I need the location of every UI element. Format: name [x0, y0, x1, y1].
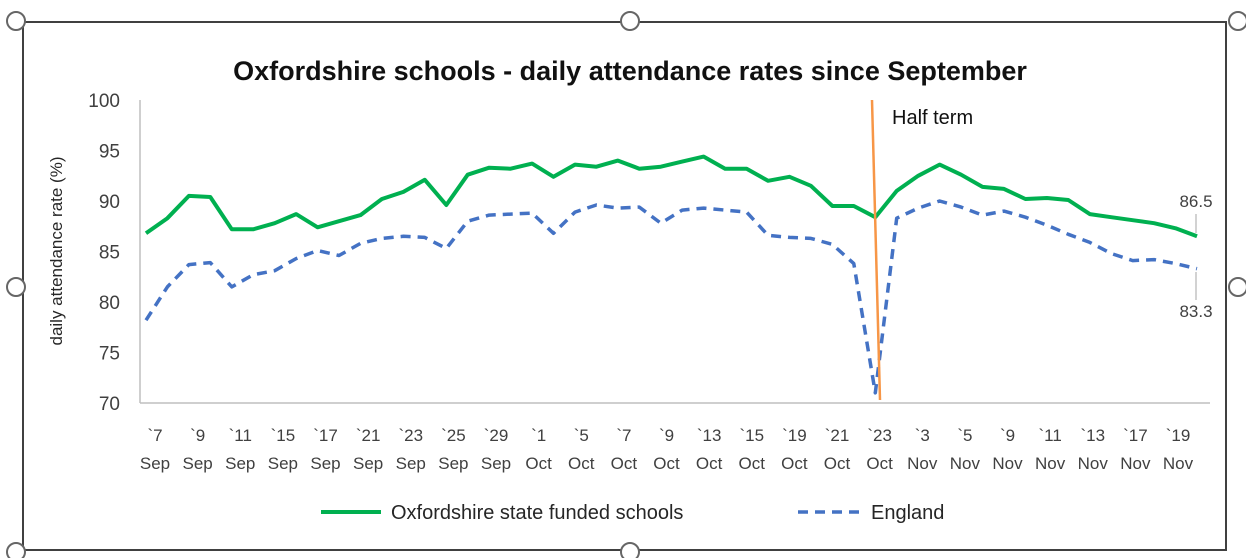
x-tick-label-day: `23 [867, 426, 892, 445]
chart-title: Oxfordshire schools - daily attendance r… [233, 56, 1027, 86]
y-tick-label: 70 [99, 394, 120, 415]
x-tick-label-day: `21 [356, 426, 381, 445]
x-tick-label-day: `9 [190, 426, 205, 445]
x-tick-label-month: Nov [1163, 454, 1194, 473]
x-tick-label-day: `13 [1080, 426, 1105, 445]
end-label-oxfordshire: 86.5 [1179, 192, 1212, 211]
resize-handle-middle-right[interactable] [1228, 277, 1246, 297]
x-tick-label-month: Sep [183, 454, 213, 473]
x-tick-label-month: Oct [781, 454, 808, 473]
x-tick-label-month: Oct [739, 454, 766, 473]
x-tick-label-month: Oct [824, 454, 851, 473]
x-tick-label-day: `5 [957, 426, 972, 445]
x-tick-label-day: `17 [313, 426, 338, 445]
half-term-marker-line [870, 99, 882, 401]
x-tick-label-month: Nov [992, 454, 1023, 473]
series-line-england [144, 199, 1198, 395]
x-tick-label-month: Sep [396, 454, 426, 473]
x-tick-label-day: `19 [782, 426, 807, 445]
resize-handle-middle-left[interactable] [6, 277, 26, 297]
resize-handle-top-right[interactable] [1228, 11, 1246, 31]
y-tick-label: 85 [99, 243, 120, 264]
x-tick-label-day: `7 [616, 426, 631, 445]
x-tick-label-day: `7 [147, 426, 162, 445]
x-tick-label-day: `15 [271, 426, 296, 445]
legend: Oxfordshire state funded schools England [321, 502, 944, 524]
legend-label-oxfordshire: Oxfordshire state funded schools [391, 502, 683, 524]
x-tick-label-day: `13 [697, 426, 722, 445]
half-term-label: Half term [892, 107, 973, 129]
x-tick-label-day: `23 [398, 426, 423, 445]
end-label-england: 83.3 [1179, 302, 1212, 321]
x-tick-label-month: Sep [268, 454, 298, 473]
x-tick-label-day: `9 [659, 426, 674, 445]
x-tick-label-month: Nov [1078, 454, 1109, 473]
y-tick-label: 90 [99, 192, 120, 213]
x-tick-label-month: Sep [481, 454, 511, 473]
x-tick-label-day: `15 [739, 426, 764, 445]
x-tick-label-month: Oct [611, 454, 638, 473]
x-tick-label-day: `25 [441, 426, 466, 445]
x-tick-label-month: Sep [310, 454, 340, 473]
x-tick-label-day: `5 [574, 426, 589, 445]
x-tick-label-day: `17 [1123, 426, 1148, 445]
x-tick-label-month: Nov [907, 454, 938, 473]
x-tick-label-day: `9 [1000, 426, 1015, 445]
resize-handle-top-left[interactable] [6, 11, 26, 31]
x-tick-label-month: Oct [866, 454, 893, 473]
x-tick-label-month: Oct [525, 454, 552, 473]
x-tick-label-month: Oct [653, 454, 680, 473]
x-tick-label-day: `19 [1166, 426, 1191, 445]
y-tick-label: 100 [88, 91, 120, 112]
x-tick-label-month: Sep [438, 454, 468, 473]
resize-handle-top-middle[interactable] [620, 11, 640, 31]
x-tick-label-day: `29 [484, 426, 509, 445]
resize-handle-bottom-middle[interactable] [620, 542, 640, 558]
x-tick-label-day: `11 [1038, 426, 1061, 445]
y-tick-label: 80 [99, 293, 120, 314]
legend-label-england: England [871, 502, 944, 524]
x-tick-label-day: `11 [229, 426, 252, 445]
x-tick-label-day: `1 [531, 426, 546, 445]
x-tick-label-month: Nov [950, 454, 981, 473]
resize-handle-bottom-left[interactable] [6, 542, 26, 558]
x-tick-label-day: `3 [915, 426, 930, 445]
x-tick-label-month: Nov [1035, 454, 1066, 473]
y-tick-label: 95 [99, 142, 120, 163]
x-tick-label-day: `21 [825, 426, 850, 445]
y-axis-label: daily attendance rate (%) [47, 157, 66, 346]
x-tick-label-month: Oct [568, 454, 595, 473]
x-tick-label-month: Sep [353, 454, 383, 473]
x-tick-label-month: Nov [1120, 454, 1151, 473]
x-tick-label-month: Oct [696, 454, 723, 473]
x-tick-label-month: Sep [225, 454, 255, 473]
y-tick-label: 75 [99, 344, 120, 365]
chart-border [22, 21, 1227, 551]
x-tick-label-month: Sep [140, 454, 170, 473]
series-line-oxfordshire [144, 154, 1198, 239]
